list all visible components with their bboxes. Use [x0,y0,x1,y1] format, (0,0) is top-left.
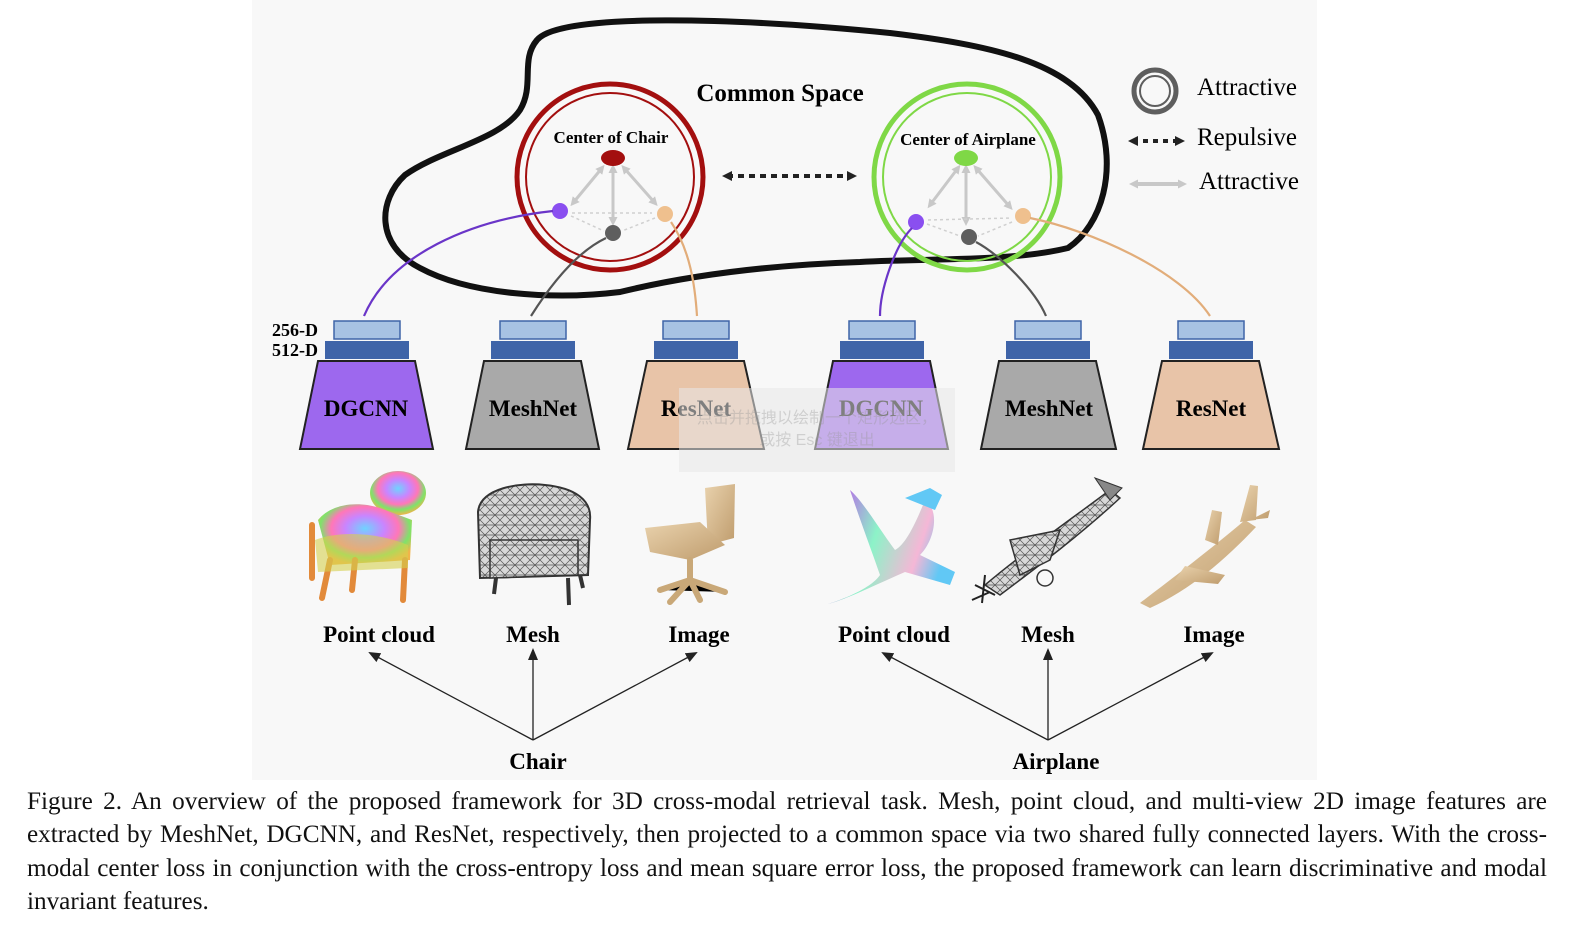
airplane-mesh-feature [961,229,977,245]
airplane-category-label: Airplane [1013,749,1100,774]
airplane-center-label: Center of Airplane [900,130,1036,149]
chair-mesh-image [476,483,592,606]
chair-category-label: Chair [509,749,567,774]
feature-connectors [362,209,1211,317]
fc256-layer [499,320,567,340]
meshnet-block [979,360,1118,450]
fc512-layer [654,341,738,359]
airplane-mesh-label: Mesh [1021,622,1075,647]
airplane-center-point [954,150,978,166]
category-arrows [368,648,1214,741]
airplane-cluster: Center of Airplane [871,81,1063,273]
legend-ring-icon [1131,67,1179,115]
meshnet-label: MeshNet [489,396,577,421]
chair-image-label: Image [668,622,729,647]
fc256-layer [662,320,730,340]
chair-center-label: Center of Chair [554,128,669,147]
chair-image-feature [657,206,673,222]
airplane-point-cloud-image [828,488,955,604]
chair-point-cloud-label: Point cloud [323,622,435,647]
dgcnn-label: DGCNN [324,396,409,421]
resnet-label: ResNet [1176,396,1247,421]
meshnet-label: MeshNet [1005,396,1093,421]
airplane-image-label: Image [1183,622,1244,647]
legend-ring-label: Attractive [1197,74,1297,101]
selection-hint-line2: 或按 Esc 键退出 [759,432,875,449]
chair-image-photo [645,484,735,605]
fc512-layer [325,341,409,359]
fc512-layer [1006,341,1090,359]
resnet-block [1141,360,1281,450]
chair-point-cloud-feature [552,203,568,219]
fc256-layer [848,320,916,340]
selection-hint-overlay: 点击并拖拽以绘制一个矩形选区， 或按 Esc 键退出 [679,388,955,472]
airplane-image-feature [1015,208,1031,224]
legend-attractive-arrow-label: Attractive [1199,168,1299,195]
airplane-mesh-image [971,476,1123,604]
fc256-layer [1177,320,1245,340]
chair-mesh-feature [605,225,621,241]
fc256-layer [1014,320,1082,340]
fc256-layer [333,320,401,340]
airplane-point-cloud-label: Point cloud [838,622,950,647]
figure-caption: Figure 2. An overview of the proposed fr… [27,788,1547,916]
chair-center-point [601,150,625,166]
common-space-label: Common Space [696,80,863,107]
fc-256d-label: 256-D [272,320,318,340]
airplane-image-photo [1140,485,1270,608]
selection-hint-line1: 点击并拖拽以绘制一个矩形选区， [696,410,937,427]
meshnet-block [464,360,601,450]
legend-repulsive-label: Repulsive [1197,124,1297,151]
dgcnn-block [298,360,435,450]
fc512-layer [491,341,575,359]
chair-cluster: Center of Chair [514,81,706,273]
airplane-point-cloud-feature [908,214,924,230]
fc512-layer [840,341,924,359]
chair-mesh-label: Mesh [506,622,560,647]
fc512-layer [1169,341,1253,359]
fc-512d-label: 512-D [272,340,318,360]
common-space-boundary [382,17,1110,299]
chair-point-cloud-image [309,471,426,603]
